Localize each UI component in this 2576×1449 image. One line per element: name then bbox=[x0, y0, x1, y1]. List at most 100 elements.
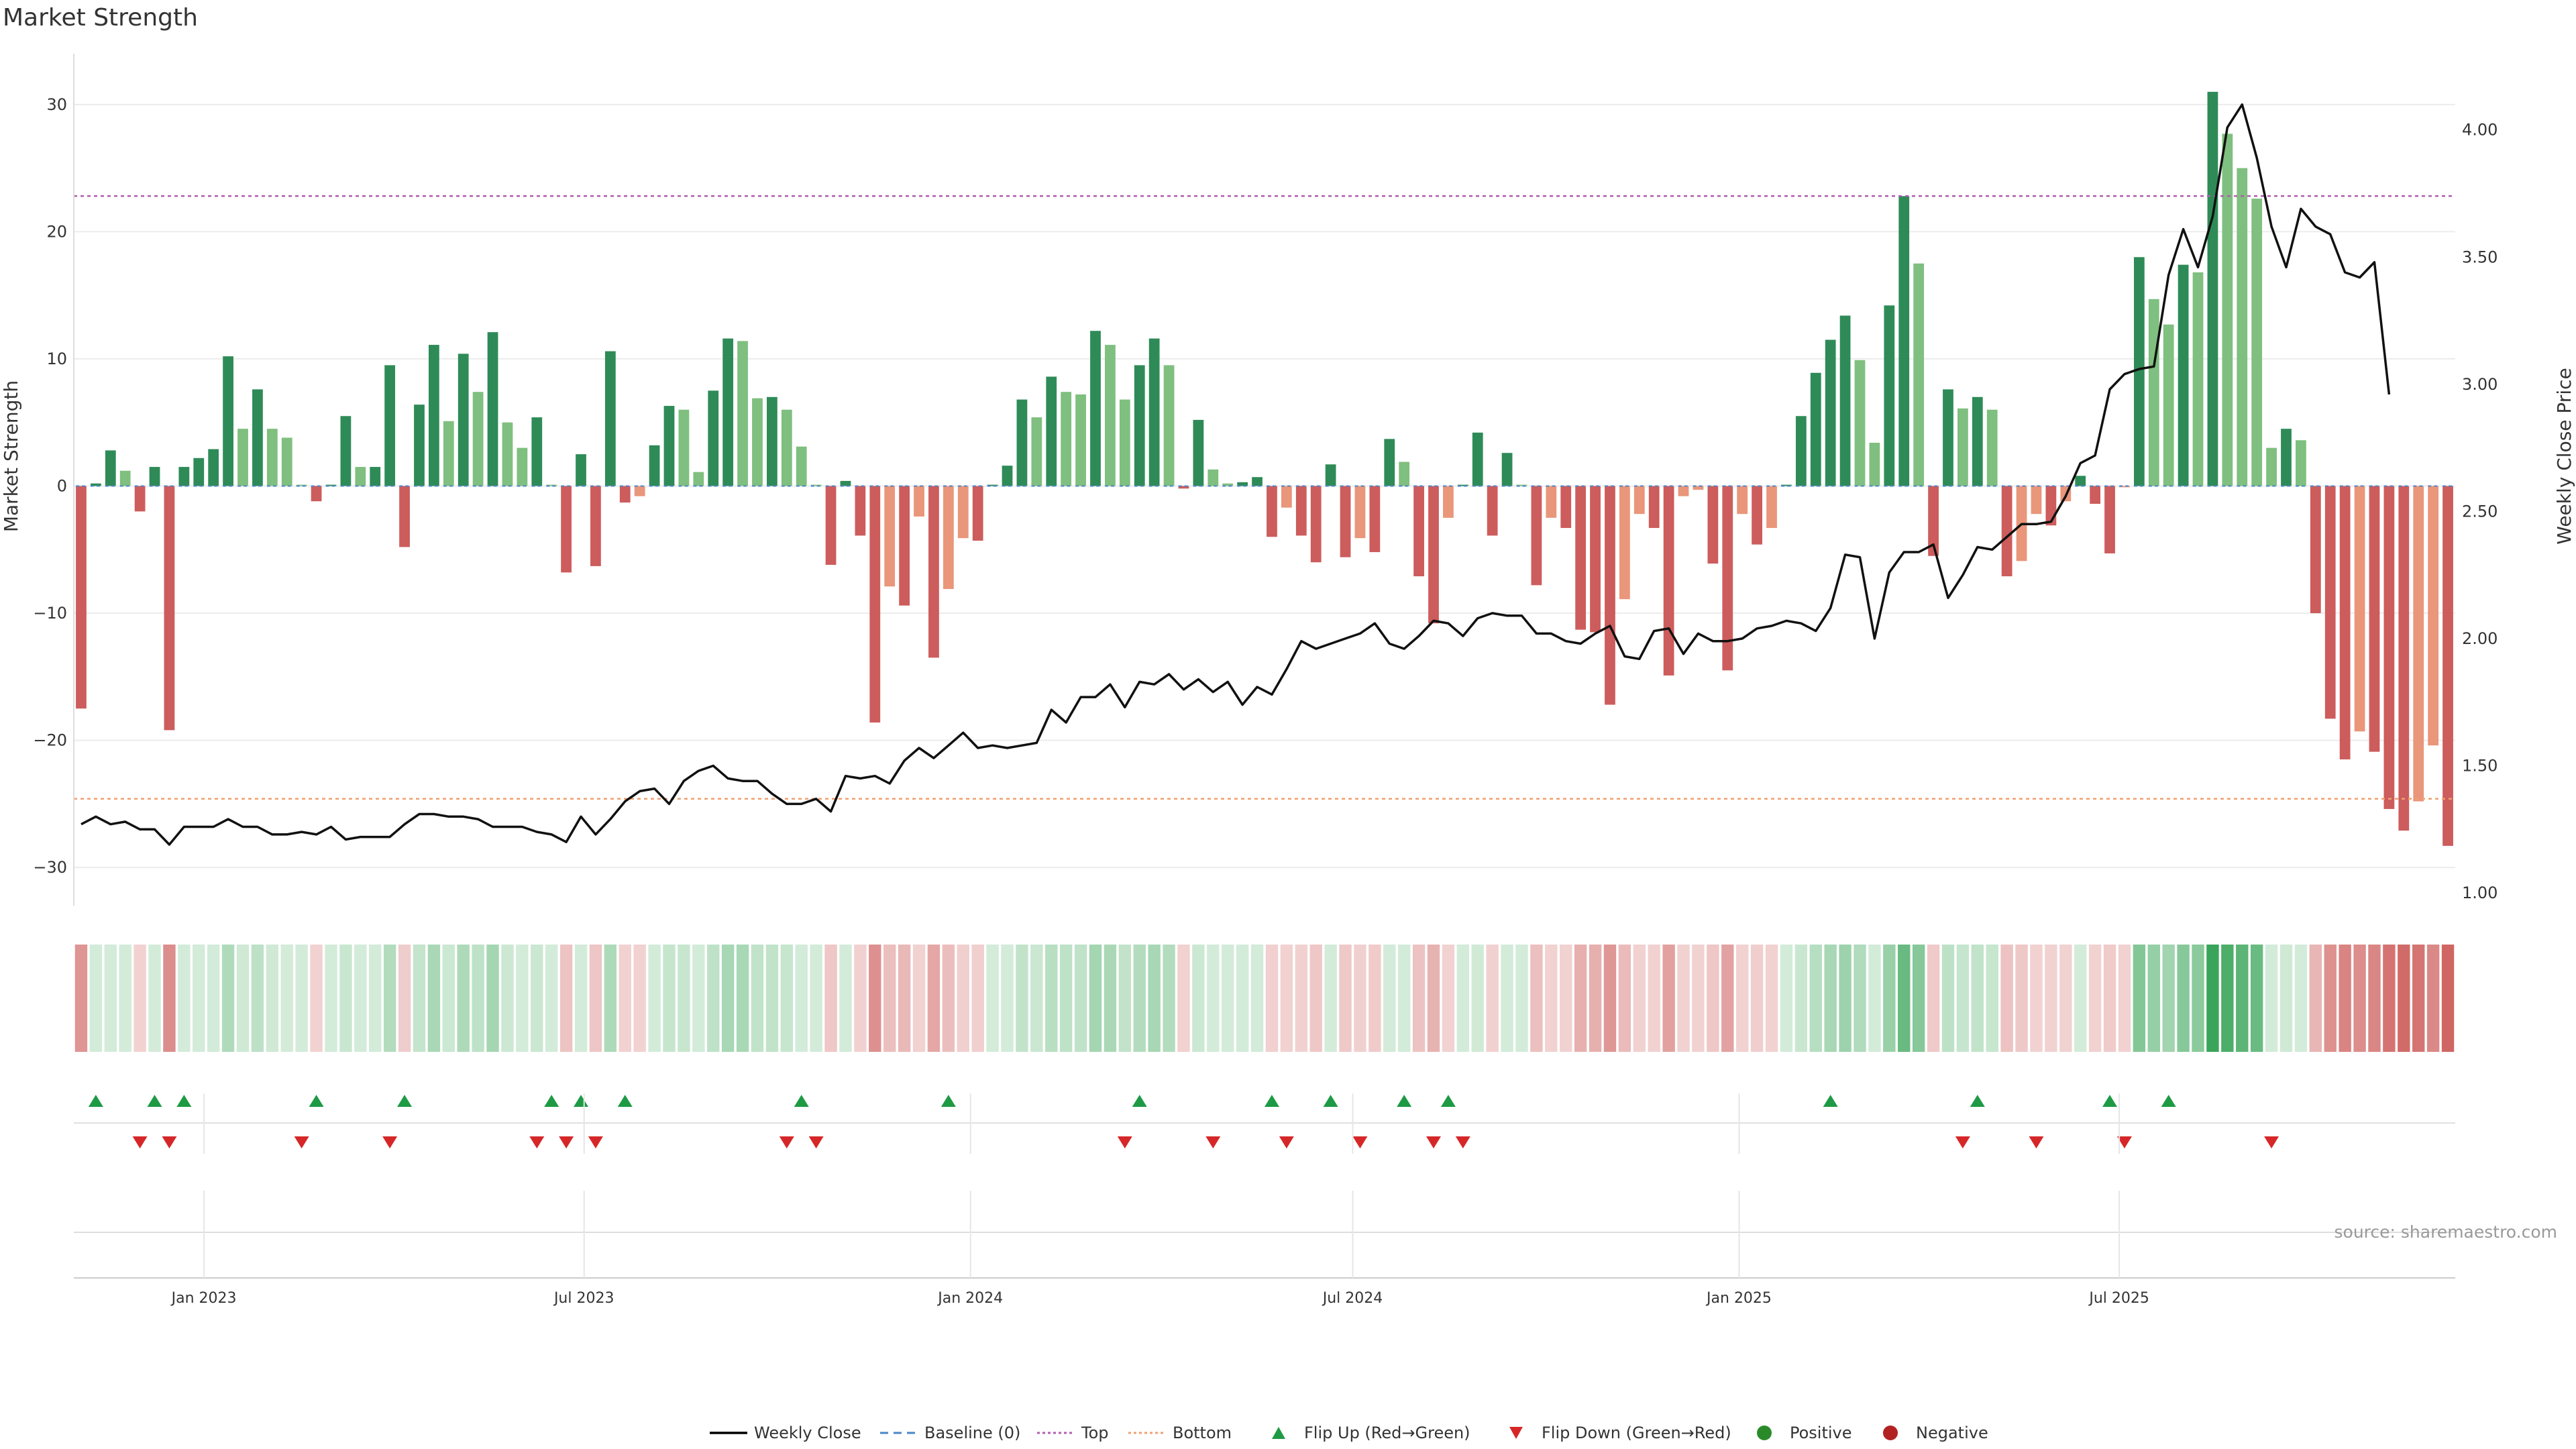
y2-tick-label: 2.00 bbox=[2462, 629, 2498, 648]
strength-bar bbox=[1854, 360, 1866, 486]
heat-cell bbox=[1250, 945, 1264, 1052]
heat-cell bbox=[339, 945, 352, 1052]
axes: 30 20 10 0 −10 −20 −30 4.00 3.50 3.00 2.50 2.00 1.50… bbox=[33, 54, 2498, 906]
heat-cell bbox=[2265, 945, 2278, 1052]
flip-up-marker bbox=[2102, 1095, 2118, 1107]
y2-axis-title: Weekly Close Price bbox=[2553, 368, 2575, 544]
heat-cell bbox=[1412, 945, 1426, 1052]
heat-cell bbox=[1898, 945, 1911, 1052]
heat-cell bbox=[721, 945, 735, 1052]
y2-tick-label: 3.50 bbox=[2462, 248, 2498, 266]
heat-cell bbox=[383, 945, 396, 1052]
strength-bar bbox=[604, 351, 616, 486]
strength-bar bbox=[1487, 486, 1498, 536]
heat-cell bbox=[1207, 945, 1220, 1052]
heat-cell bbox=[2118, 945, 2131, 1052]
heat-cell bbox=[1045, 945, 1058, 1052]
strength-bar bbox=[311, 486, 322, 502]
heat-cell bbox=[1912, 945, 1925, 1052]
heat-cell bbox=[1971, 945, 1984, 1052]
strength-bar bbox=[663, 406, 675, 486]
heat-cell bbox=[648, 945, 661, 1052]
y-tick-label: 0 bbox=[57, 476, 67, 495]
heat-cell bbox=[678, 945, 690, 1052]
heat-cell bbox=[1280, 945, 1293, 1052]
heat-cell bbox=[1618, 945, 1631, 1052]
heat-cell bbox=[589, 945, 602, 1052]
strength-bar bbox=[1839, 315, 1851, 486]
strength-bar bbox=[1869, 443, 1880, 486]
flip-down-marker bbox=[1426, 1136, 1442, 1148]
strength-bar bbox=[2428, 486, 2439, 746]
heat-cell bbox=[1589, 945, 1602, 1052]
heat-cell bbox=[1074, 945, 1087, 1052]
strength-bar bbox=[1413, 486, 1424, 577]
weekly-close-line bbox=[80, 103, 2391, 846]
heat-cell bbox=[1133, 945, 1146, 1052]
heat-cell bbox=[927, 945, 941, 1052]
heat-cell bbox=[427, 945, 441, 1052]
strength-bar bbox=[869, 486, 881, 723]
heat-cell bbox=[472, 945, 484, 1052]
strength-bar bbox=[2413, 486, 2424, 802]
heat-cell bbox=[971, 945, 984, 1052]
heat-cell bbox=[2177, 945, 2190, 1052]
heat-cell bbox=[1883, 945, 1896, 1052]
heat-cell bbox=[207, 945, 220, 1052]
strength-bar bbox=[1810, 372, 1821, 486]
heat-cell bbox=[1750, 945, 1764, 1052]
strength-bar bbox=[957, 486, 969, 539]
strength-bar bbox=[90, 483, 101, 486]
heat-cell bbox=[1854, 945, 1866, 1052]
strength-bar bbox=[561, 486, 572, 573]
heat-cell bbox=[1633, 945, 1646, 1052]
heat-cell bbox=[1765, 945, 1778, 1052]
strength-bar bbox=[2339, 486, 2351, 760]
y-tick-label: −20 bbox=[33, 731, 67, 750]
strength-bar bbox=[1134, 365, 1145, 486]
strength-bar bbox=[1722, 486, 1733, 671]
strength-bar bbox=[2383, 486, 2395, 809]
strength-bar bbox=[208, 449, 219, 486]
strength-bar bbox=[1384, 439, 1395, 486]
strength-bar bbox=[1310, 486, 1322, 563]
strength-bar bbox=[443, 421, 454, 486]
heat-cell bbox=[604, 945, 617, 1052]
heat-cell bbox=[2398, 945, 2410, 1052]
heat-cell bbox=[1824, 945, 1837, 1052]
strength-bar bbox=[767, 396, 777, 486]
strength-bar bbox=[355, 467, 366, 486]
strength-bar bbox=[2001, 486, 2012, 577]
heat-cell bbox=[295, 945, 308, 1052]
strength-bar bbox=[1105, 345, 1116, 486]
y2-tick-label: 2.50 bbox=[2462, 502, 2498, 521]
strength-bar bbox=[1340, 486, 1351, 557]
strength-bar bbox=[1237, 482, 1248, 486]
strength-bar bbox=[1898, 196, 1910, 486]
strength-bar bbox=[796, 446, 807, 486]
strength-bar bbox=[781, 409, 792, 486]
strength-bar bbox=[2251, 199, 2263, 486]
heat-cell bbox=[1560, 945, 1572, 1052]
strength-bar bbox=[943, 486, 954, 590]
strength-heat-strip bbox=[74, 945, 2455, 1052]
strength-bar bbox=[1825, 339, 1836, 486]
strength-bar bbox=[987, 484, 998, 486]
strength-bar bbox=[855, 486, 866, 536]
strength-bar bbox=[1678, 486, 1689, 496]
legend: Weekly Close Baseline (0) Top Bottom Flip Up… bbox=[710, 1424, 1988, 1442]
heat-cell bbox=[2368, 945, 2381, 1052]
strength-bar bbox=[1369, 486, 1381, 553]
flip-down-marker bbox=[808, 1136, 824, 1148]
legend-label: Weekly Close bbox=[754, 1424, 861, 1442]
flip-up-marker bbox=[1970, 1095, 1985, 1107]
source-note: source: sharemaestro.com bbox=[2334, 1222, 2558, 1242]
heat-cell bbox=[2339, 945, 2351, 1052]
flip-up-marker bbox=[1323, 1095, 1338, 1107]
strength-bar bbox=[1781, 484, 1792, 486]
strength-bar bbox=[134, 486, 146, 512]
strength-bar bbox=[1884, 305, 1895, 486]
heat-cell bbox=[2221, 945, 2234, 1052]
heat-cell bbox=[1868, 945, 1881, 1052]
heat-cell bbox=[1148, 945, 1161, 1052]
